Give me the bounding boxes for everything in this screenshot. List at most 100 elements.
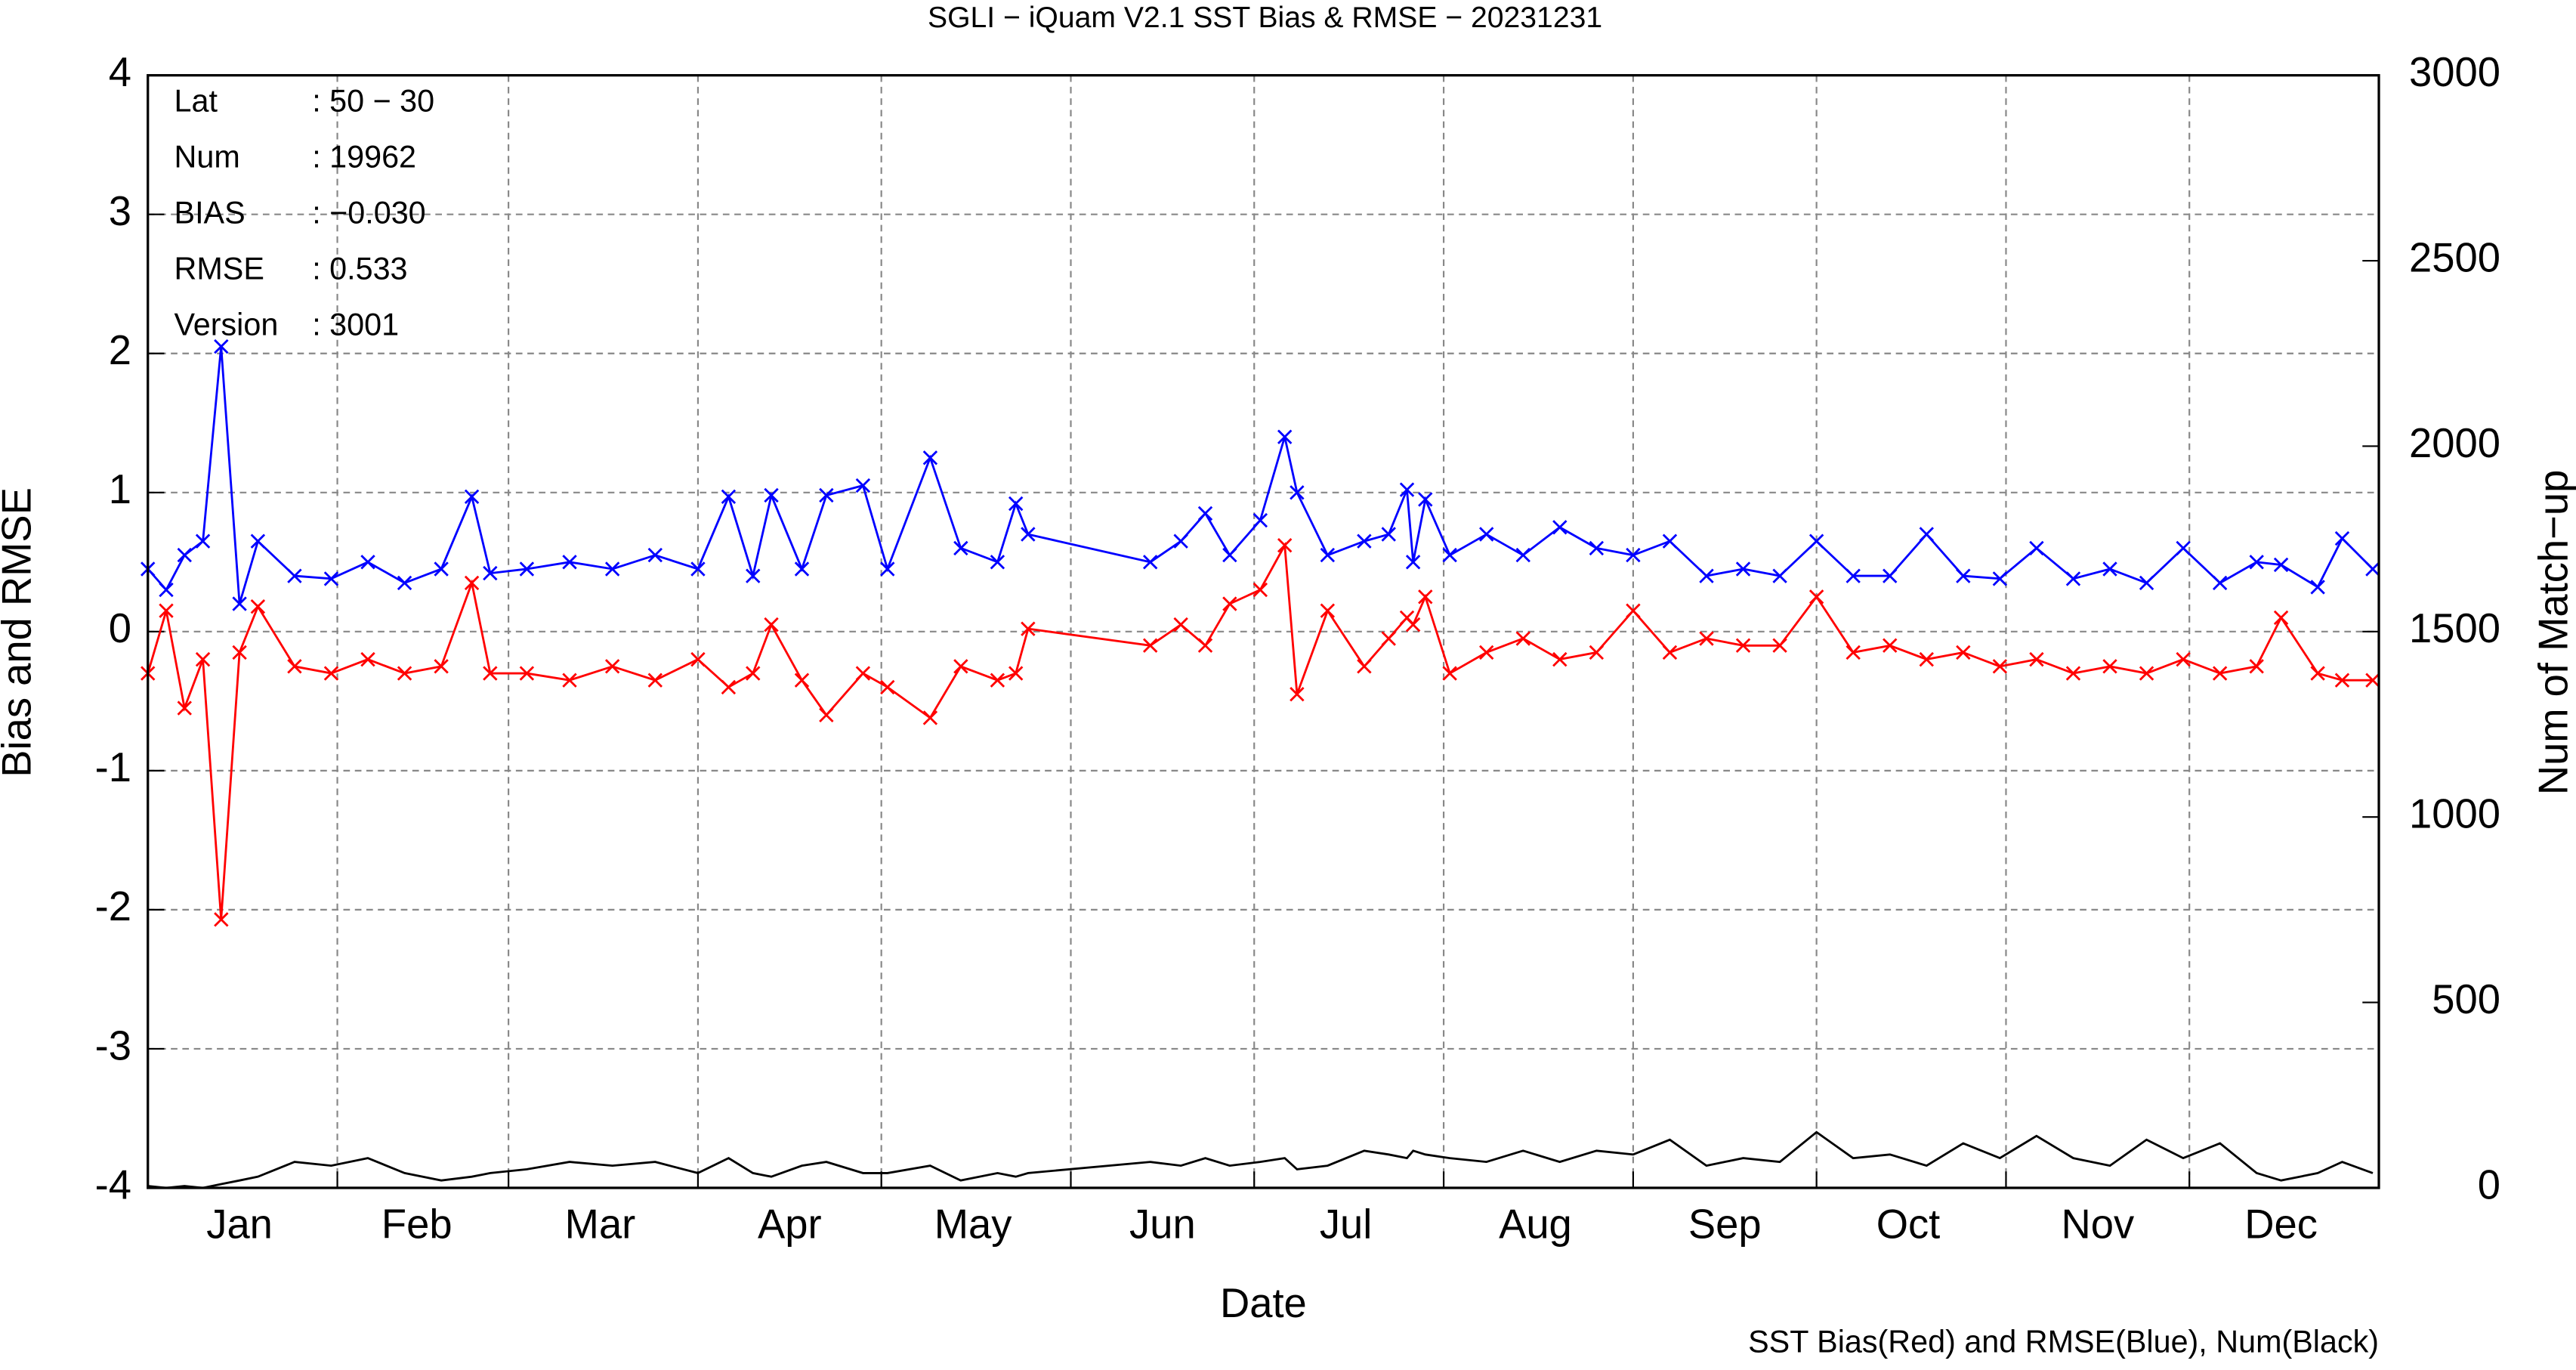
data-point — [1222, 596, 1237, 611]
data-point — [1021, 527, 1036, 542]
data-point — [764, 487, 779, 503]
data-point — [819, 487, 834, 503]
data-point — [1662, 645, 1678, 660]
data-point — [287, 568, 302, 583]
data-point — [2249, 555, 2264, 570]
data-point — [1589, 645, 1605, 660]
data-point — [1956, 645, 1971, 660]
data-point — [360, 555, 375, 570]
x-tick-label: Jan — [206, 1201, 273, 1248]
data-point — [519, 666, 535, 681]
data-point — [604, 561, 620, 577]
data-point — [360, 651, 375, 667]
data-point — [1626, 603, 1641, 618]
y-axis-label: Bias and RMSE — [0, 487, 39, 778]
info-value: : 50 − 30 — [312, 84, 434, 119]
footnote: SST Bias(Red) and RMSE(Blue), Num(Black) — [1748, 1324, 2379, 1359]
data-point — [1222, 547, 1237, 563]
info-value: : 19962 — [312, 140, 416, 175]
y-tick-label: -2 — [95, 883, 131, 929]
data-point — [1008, 496, 1024, 512]
plot-area: -4 -3 -2 -1 0 1 2 3 4 0 500 1000 1500 2000 2500 3000 Jan… — [95, 49, 2500, 1247]
data-point — [990, 555, 1005, 570]
x-tick-label: Jun — [1129, 1201, 1196, 1248]
data-point — [1381, 527, 1396, 542]
data-point — [794, 673, 810, 688]
data-point — [1919, 651, 1934, 667]
data-point — [177, 700, 192, 716]
data-point — [1808, 589, 1824, 605]
data-point — [232, 645, 247, 660]
y2-axis-label: Num of Match−up — [2530, 470, 2576, 796]
data-point — [1552, 520, 1568, 535]
data-point — [562, 673, 577, 688]
data-point — [2365, 561, 2380, 577]
data-point — [1252, 512, 1268, 528]
data-point — [1173, 533, 1188, 549]
data-point — [819, 707, 834, 722]
data-point — [880, 561, 895, 577]
data-point — [1479, 527, 1494, 542]
y2-tick-label: 0 — [2478, 1161, 2500, 1208]
y-tick-label: 4 — [109, 49, 131, 95]
data-point — [2102, 561, 2117, 577]
data-point — [1552, 651, 1568, 667]
data-point — [232, 596, 247, 611]
data-point — [794, 561, 810, 577]
y-tick-label: 3 — [109, 188, 131, 234]
data-point — [483, 565, 498, 581]
data-point — [1320, 547, 1336, 563]
data-point — [1479, 645, 1494, 660]
data-point — [1405, 617, 1421, 632]
x-tick-label: Mar — [565, 1201, 636, 1248]
data-point — [464, 575, 480, 591]
data-point — [1290, 686, 1305, 702]
data-point — [1197, 638, 1213, 653]
data-point — [434, 561, 449, 577]
data-point — [1357, 659, 1372, 674]
data-point — [1735, 561, 1751, 577]
chart-title: SGLI − iQuam V2.1 SST Bias & RMSE − 2023… — [928, 2, 1602, 34]
data-point — [1515, 547, 1530, 563]
data-point — [922, 710, 938, 725]
data-point — [880, 679, 895, 695]
data-point — [1418, 492, 1433, 507]
data-point — [1442, 666, 1457, 681]
data-point — [464, 489, 480, 505]
data-point — [721, 679, 737, 695]
data-point — [287, 659, 302, 674]
data-point — [1699, 631, 1714, 646]
data-point — [159, 582, 174, 598]
info-label: BIAS — [175, 195, 246, 230]
info-label: RMSE — [175, 251, 264, 286]
data-point — [746, 666, 761, 681]
data-point — [721, 489, 737, 505]
data-point — [1252, 582, 1268, 598]
data-point — [1021, 621, 1036, 636]
data-point — [2212, 666, 2228, 681]
info-label: Num — [175, 140, 240, 175]
data-point — [1992, 659, 2008, 674]
x-tick-label: Aug — [1499, 1201, 1572, 1248]
data-point — [1290, 485, 1305, 500]
data-point — [1277, 429, 1293, 444]
data-point — [1992, 571, 2008, 586]
data-point — [2065, 571, 2081, 586]
data-point — [2029, 540, 2044, 556]
x-tick-label: Apr — [758, 1201, 822, 1248]
data-point — [647, 673, 663, 688]
data-point — [1956, 568, 1971, 583]
data-point — [1846, 568, 1861, 583]
data-point — [2334, 673, 2350, 688]
data-point — [1381, 631, 1396, 646]
data-point — [2029, 651, 2044, 667]
data-point — [953, 659, 968, 674]
data-point — [690, 651, 706, 667]
data-point — [2139, 666, 2154, 681]
info-value: : 0.533 — [312, 251, 407, 286]
data-point — [214, 912, 229, 927]
data-point — [1735, 638, 1751, 653]
data-point — [434, 659, 449, 674]
data-point — [323, 571, 339, 586]
